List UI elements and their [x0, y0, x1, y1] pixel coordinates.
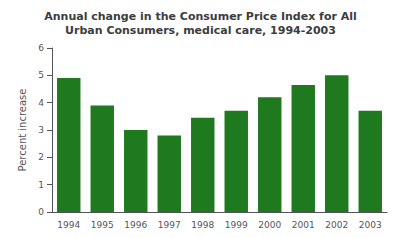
svg-text:Urban Consumers, medical care,: Urban Consumers, medical care, 1994-2003	[65, 24, 336, 37]
svg-text:Percent increase: Percent increase	[17, 89, 28, 172]
svg-text:1998: 1998	[191, 220, 214, 230]
svg-text:1995: 1995	[91, 220, 114, 230]
svg-text:1: 1	[38, 180, 44, 190]
svg-text:2003: 2003	[359, 220, 382, 230]
svg-text:2001: 2001	[292, 220, 315, 230]
svg-text:2002: 2002	[325, 220, 348, 230]
svg-text:2000: 2000	[258, 220, 281, 230]
svg-text:0: 0	[38, 207, 44, 217]
svg-text:6: 6	[38, 43, 44, 53]
svg-text:1997: 1997	[158, 220, 181, 230]
svg-text:3: 3	[38, 125, 44, 135]
svg-text:Annual change in the Consumer: Annual change in the Consumer Price Inde…	[44, 10, 357, 23]
svg-text:5: 5	[38, 70, 44, 80]
svg-text:1996: 1996	[124, 220, 147, 230]
svg-text:4: 4	[38, 98, 44, 108]
svg-text:2: 2	[38, 152, 44, 162]
svg-text:1994: 1994	[57, 220, 80, 230]
svg-text:1999: 1999	[225, 220, 248, 230]
